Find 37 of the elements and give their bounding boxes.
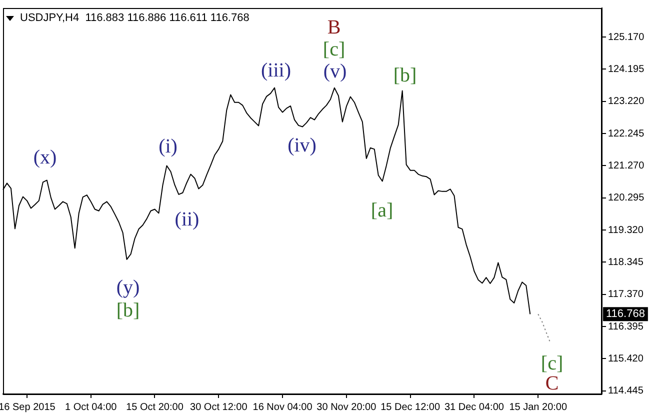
x-tick-label: 31 Dec 04:00	[444, 402, 504, 413]
annotation: (ii)	[174, 208, 200, 230]
annotation: B	[327, 16, 341, 38]
annotation: (v)	[323, 60, 347, 82]
y-tick-label: 118.345	[608, 256, 644, 268]
annotation: [b]	[393, 64, 417, 86]
annotation: (i)	[158, 135, 178, 158]
annotation: (x)	[33, 146, 57, 168]
y-tick-label: 124.195	[608, 64, 645, 75]
x-tick-label: 30 Nov 20:00	[316, 402, 377, 413]
text: 116.768	[606, 308, 645, 320]
y-tick-label: 121.270	[608, 160, 645, 172]
x-tick-label: 15 Jan 20:00	[509, 402, 568, 413]
x-tick-label: 15 Oct 20:00	[126, 402, 184, 413]
chart-title: USDJPY,H4 116.883 116.886 116.611 116.768	[20, 12, 250, 24]
y-tick-label: 117.370	[608, 289, 644, 300]
x-tick-label: 30 Oct 12:00	[190, 402, 248, 413]
y-tick-label: 120.295	[608, 192, 645, 204]
y-tick-label: 116.395	[608, 321, 644, 332]
annotation: [c]	[322, 38, 346, 60]
annotation: (iii)	[261, 59, 291, 82]
y-tick-label: 122.245	[608, 128, 645, 140]
annotation: [a]	[370, 199, 394, 222]
annotation: (y)	[116, 276, 140, 298]
x-tick-label: 16 Nov 04:00	[252, 402, 313, 413]
y-tick-label: 125.170	[608, 32, 645, 43]
y-tick-label: 119.320	[608, 224, 644, 236]
annotation: [b]	[116, 299, 140, 322]
x-tick-label: 15 Dec 12:00	[380, 402, 440, 413]
annotation: (iv)	[288, 134, 316, 156]
line-series	[538, 314, 551, 343]
y-tick-label: 115.420	[608, 353, 644, 364]
annotation: [c]	[540, 352, 564, 374]
annotation: C	[545, 372, 559, 394]
x-tick-label: 1 Oct 04:00	[65, 402, 118, 413]
y-tick-label: 123.220	[608, 96, 645, 108]
y-tick-label: 114.445	[608, 386, 644, 397]
